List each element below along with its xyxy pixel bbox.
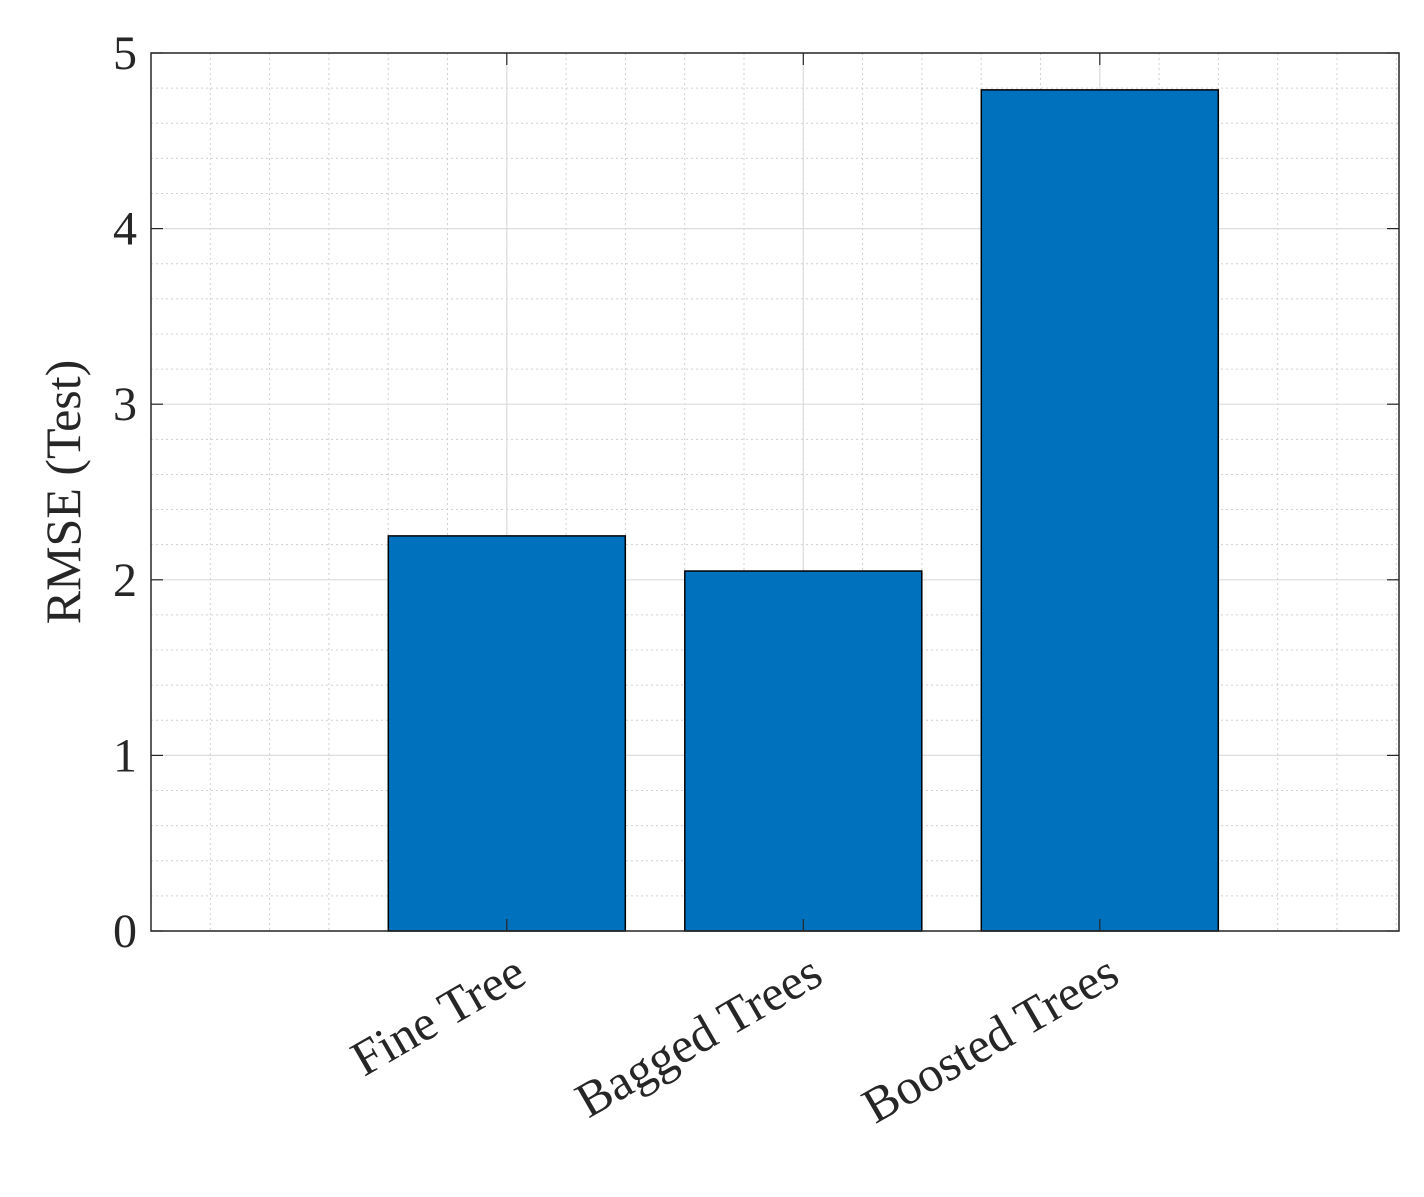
y-tick-label: 0 — [113, 905, 137, 958]
y-tick-label: 2 — [113, 554, 137, 607]
y-axis-label: RMSE (Test) — [35, 360, 91, 625]
bar — [980, 89, 1220, 932]
y-tick-label: 4 — [113, 203, 137, 256]
plot-frame — [150, 52, 1400, 932]
bar — [684, 570, 923, 932]
y-tick-label: 5 — [113, 27, 137, 80]
y-tick-label: 3 — [113, 378, 137, 431]
bar — [387, 535, 627, 932]
y-tick-label: 1 — [113, 729, 137, 782]
